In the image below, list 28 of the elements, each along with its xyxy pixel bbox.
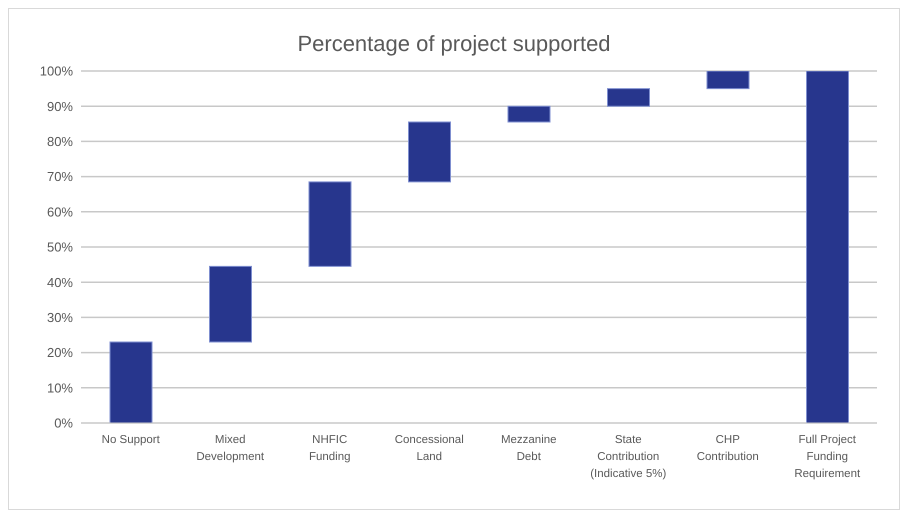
- bar: [508, 106, 550, 123]
- x-tick-label: Mezzanine Debt: [500, 434, 557, 464]
- x-tick-label: NHFIC Funding: [308, 434, 351, 464]
- bar: [308, 181, 352, 267]
- x-tick-label: CHP Contribution: [696, 434, 759, 464]
- y-tick-label: 20%: [46, 345, 74, 360]
- bar: [110, 342, 152, 423]
- bar: [408, 122, 451, 182]
- x-tick-label: Mixed Development: [196, 434, 265, 464]
- bar: [607, 88, 650, 107]
- bar: [209, 266, 252, 343]
- y-tick-label: 10%: [46, 380, 74, 396]
- chart-title: Percentage of project supported: [296, 31, 612, 57]
- y-tick-label: 30%: [46, 310, 74, 326]
- bar: [706, 71, 750, 90]
- x-tick-label: State Contribution (Indicative 5%): [590, 434, 666, 480]
- y-tick-label: 100%: [40, 64, 74, 79]
- y-tick-label: 80%: [46, 134, 74, 150]
- y-tick-label: 50%: [46, 240, 74, 255]
- y-tick-label: 70%: [46, 169, 74, 184]
- bar: [806, 71, 849, 423]
- y-tick-label: 60%: [46, 204, 74, 220]
- y-tick-label: 90%: [46, 98, 74, 114]
- x-tick-label: No Support: [102, 434, 161, 446]
- y-tick-label: 0%: [54, 416, 74, 431]
- x-tick-label: Concessional Land: [394, 434, 464, 464]
- x-tick-label: Full Project Funding Requirement: [794, 434, 861, 480]
- y-tick-label: 40%: [46, 274, 74, 290]
